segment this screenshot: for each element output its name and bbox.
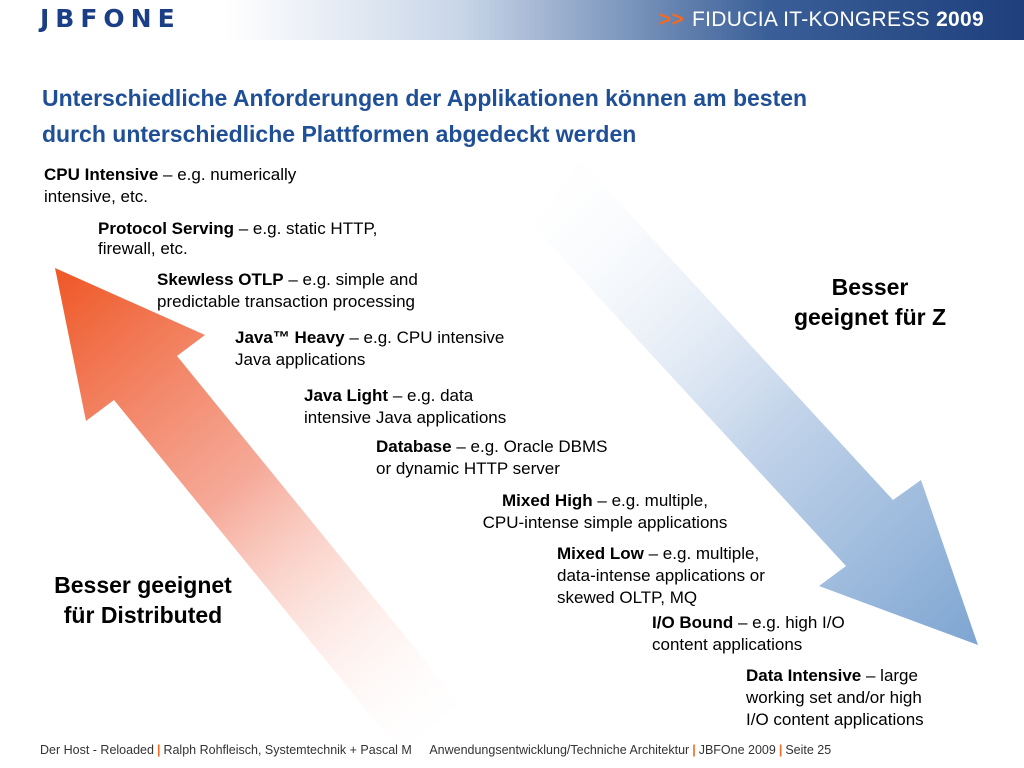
workload-desc: – e.g. high I/O [733,613,845,632]
footer-brand: JBFOne 2009 [698,743,776,757]
label-better-for-distributed-line-2: für Distributed [63,602,223,628]
workload-skewless-otlp: Skewless OTLP – e.g. simple and predicta… [157,269,418,313]
label-better-for-distributed: Besser geeignet für Distributed [28,570,258,630]
workload-name: CPU Intensive [44,165,159,184]
workload-desc: intensive Java applications [304,408,507,427]
workload-mixed-low: Mixed Low – e.g. multiple, data-intense … [557,543,765,609]
workload-desc: – e.g. data [388,386,474,405]
label-better-for-z-line-1: Besser [831,274,909,300]
footer-event: Der Host - Reloaded [40,743,154,757]
workload-desc: – e.g. static HTTP, [234,219,378,238]
workload-name: Mixed Low [557,544,644,563]
workload-name: Protocol Serving [98,219,235,238]
workload-desc: skewed OLTP, MQ [557,588,698,607]
workload-desc: data-intense applications or [557,566,765,585]
workload-desc: – e.g. Oracle DBMS [451,437,608,456]
workload-name: Database [376,437,452,456]
label-better-for-z-line-2: geeignet für Z [793,304,947,330]
workload-desc: or dynamic HTTP server [376,459,560,478]
red-up-arrow [55,268,470,760]
footer-separator: | [778,743,783,757]
workload-io-bound: I/O Bound – e.g. high I/O content applic… [652,612,845,656]
congress-year: 2009 [936,8,984,31]
footer-authors: Ralph Rohfleisch, Systemtechnik + Pascal… [163,743,412,757]
footer-page-number: Seite 25 [785,743,832,757]
workload-java-light: Java Light – e.g. data intensive Java ap… [304,385,506,429]
workload-desc: Java applications [235,350,366,369]
workload-desc: – e.g. CPU intensive [344,328,505,347]
workload-desc: – e.g. numerically [158,165,297,184]
workload-desc: predictable transaction processing [157,292,415,311]
workload-name: Java Light [304,386,389,405]
jbfone-logo: JBFONE [40,4,181,33]
workload-desc: – e.g. multiple, [643,544,760,563]
workload-desc: firewall, etc. [98,239,188,258]
workload-desc: – large [861,666,918,685]
double-chevron-icon: >> [658,8,685,31]
workload-name: Mixed High [502,491,593,510]
workload-desc: content applications [652,635,803,654]
slide-footer: Der Host - Reloaded | Ralph Rohfleisch, Sy… [40,743,831,757]
footer-separator: | [156,743,161,757]
workload-java-heavy: Java™ Heavy – e.g. CPU intensive Java ap… [235,327,504,371]
workload-protocol-serving: Protocol Serving – e.g. static HTTP, fir… [98,219,377,259]
workload-data-intensive: Data Intensive – large working set and/o… [746,665,924,731]
workload-desc: – e.g. simple and [283,270,418,289]
workload-database: Database – e.g. Oracle DBMS or dynamic H… [376,436,608,480]
blue-down-arrow [533,160,978,645]
workload-name: I/O Bound [652,613,734,632]
header-bar: JBFONE >> FIDUCIA IT-KONGRESS 2009 [0,0,1024,40]
workload-name: Data Intensive [746,666,862,685]
slide-title-line-2: durch unterschiedliche Plattformen abged… [42,121,637,147]
congress-banner: >> FIDUCIA IT-KONGRESS 2009 [659,8,984,32]
workload-desc: CPU-intense simple applications [482,513,728,532]
workload-name: Java™ Heavy [235,328,345,347]
workload-desc: intensive, etc. [44,187,148,206]
congress-name: FIDUCIA IT-KONGRESS [692,8,930,31]
slide-title-line-1: Unterschiedliche Anforderungen der Appli… [42,85,808,111]
workload-desc: – e.g. multiple, [592,491,708,510]
footer-separator: | [692,743,696,757]
workload-mixed-high: Mixed High – e.g. multiple, CPU-intense … [460,490,750,534]
footer-department: Anwendungsentwicklung/Techniche Architek… [429,743,690,757]
workload-name: Skewless OTLP [157,270,284,289]
workload-cpu-intensive: CPU Intensive – e.g. numerically intensi… [44,164,296,208]
label-better-for-z: Besser geeignet für Z [770,272,970,332]
workload-desc: I/O content applications [746,710,924,729]
slide-title: Unterschiedliche Anforderungen der Appli… [42,80,942,152]
label-better-for-distributed-line-1: Besser geeignet [54,572,232,598]
workload-desc: working set and/or high [746,688,922,707]
